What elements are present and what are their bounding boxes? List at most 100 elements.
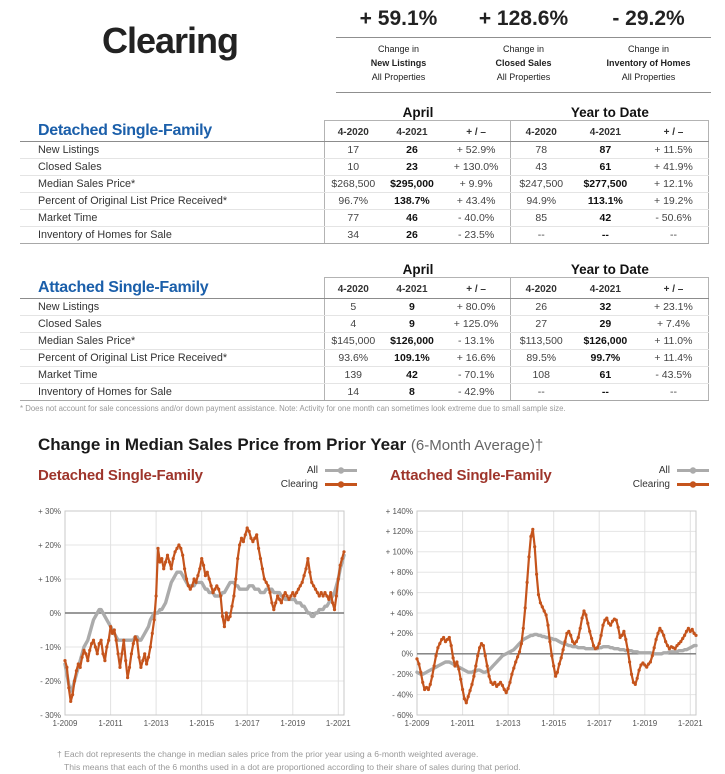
table-cell: + 80.0%: [456, 300, 496, 313]
table-row: Inventory of Homes for Sale 14 8 - 42.9%…: [20, 383, 709, 401]
table-cell: 26: [406, 143, 418, 156]
report-header: Clearing + 59.1% + 128.6% - 29.2% Change…: [0, 0, 725, 93]
summary-stat-labels: Change in New Listings All Properties Ch…: [336, 37, 711, 93]
table-cell: 14: [324, 383, 381, 400]
table-cell: 4: [324, 315, 381, 332]
table-cell: 89.5%: [509, 349, 572, 366]
table-cell: $295,000: [390, 177, 434, 190]
table-cell: 99.7%: [590, 351, 621, 364]
svg-text:+ 60%: + 60%: [390, 588, 413, 597]
stat-value-closed-sales: + 128.6%: [478, 7, 569, 30]
col-header: + / –: [442, 119, 510, 141]
col-header: 4-2021: [571, 276, 639, 298]
group-header-ytd: Year to Date: [570, 261, 649, 277]
table-cell: 42: [599, 211, 612, 224]
legend-item-clearing: Clearing: [281, 479, 358, 490]
table-group-header-row: April Year to Date: [20, 258, 709, 277]
table-cell: 138.7%: [394, 194, 430, 207]
table-cell: 61: [599, 160, 612, 173]
table-attached-single-family: April Year to Date Attached Single-Famil…: [20, 258, 709, 401]
svg-text:+ 80%: + 80%: [390, 568, 413, 577]
svg-text:+ 10%: + 10%: [38, 575, 61, 584]
svg-text:+ 20%: + 20%: [390, 629, 413, 638]
row-label: Inventory of Homes for Sale: [38, 228, 172, 241]
stat-metric-name: Inventory of Homes: [606, 57, 691, 68]
table-body: New Listings 5 9 + 80.0% 26 32 + 23.1% C…: [20, 298, 709, 401]
table-cell: 78: [509, 141, 572, 158]
table-cell: - 43.5%: [639, 366, 709, 383]
table-cell: + 11.4%: [639, 349, 709, 366]
svg-text:1-2013: 1-2013: [496, 719, 521, 728]
charts-section-title: Change in Median Sales Price from Prior …: [38, 435, 705, 455]
table-row: Market Time 77 46 - 40.0% 85 42 - 50.6%: [20, 209, 709, 227]
legend-item-clearing: Clearing: [633, 479, 710, 490]
row-label: Percent of Original List Price Received*: [38, 194, 228, 207]
row-label: New Listings: [38, 300, 100, 313]
table-cell: + 11.0%: [639, 332, 709, 349]
table-cell: --: [639, 383, 709, 400]
table-cell: 26: [509, 298, 572, 315]
table-footnote: * Does not account for sale concessions …: [20, 403, 566, 413]
row-label: Inventory of Homes for Sale: [38, 385, 172, 398]
row-label: Median Sales Price*: [38, 334, 136, 347]
row-label: Median Sales Price*: [38, 177, 136, 190]
table-cell: --: [509, 383, 572, 400]
line-chart-svg: + 140% + 120% + 100% + 80% + 60% + 40% + 20% 0%…: [386, 507, 704, 728]
svg-text:- 10%: - 10%: [40, 643, 61, 652]
svg-text:1-2015: 1-2015: [189, 719, 214, 728]
col-header: 4-2021: [381, 276, 443, 298]
table-cell: 93.6%: [324, 349, 381, 366]
table-row: Percent of Original List Price Received*…: [20, 192, 709, 210]
table-cell: + 7.4%: [639, 315, 709, 332]
col-header: 4-2020: [509, 276, 572, 298]
legend-item-all: All: [659, 465, 710, 476]
col-header: + / –: [638, 276, 709, 298]
stat-value-inventory: - 29.2%: [612, 7, 685, 30]
col-header: 4-2021: [381, 119, 443, 141]
table-group-header-row: April Year to Date: [20, 101, 709, 120]
table-cell: + 125.0%: [453, 317, 499, 330]
table-cell: --: [639, 226, 709, 243]
table-cell: --: [509, 226, 572, 243]
chart-head: Attached Single-Family All Clearing: [368, 461, 720, 505]
table-cell: 8: [409, 385, 415, 398]
svg-text:- 20%: - 20%: [392, 670, 413, 679]
table-cell: $277,500: [583, 177, 628, 190]
stat-caption: Change in: [627, 44, 670, 54]
table-cell: $126,000: [583, 334, 628, 347]
summary-stat-values: + 59.1% + 128.6% - 29.2%: [336, 4, 711, 37]
stat-caption: Change in: [502, 44, 545, 54]
legend-label: All: [306, 464, 318, 476]
chart-detached: Detached Single-Family All Clearing + 30…: [16, 461, 368, 740]
charts-section-subtitle: (6-Month Average)†: [410, 436, 544, 454]
line-chart-svg: + 30% + 20% + 10% 0% - 10% - 20% - 30%1-2009 1-…: [38, 507, 351, 728]
line-chart-attached: + 140% + 120% + 100% + 80% + 60% + 40% + 20% 0%…: [370, 505, 720, 740]
stat-label-closed-sales: Change in Closed Sales All Properties: [461, 43, 586, 85]
table-cell: + 52.9%: [456, 143, 496, 156]
chart-title: Detached Single-Family: [38, 466, 203, 484]
table-cell: 96.7%: [324, 192, 381, 209]
svg-text:- 30%: - 30%: [40, 711, 61, 720]
table-row: New Listings 17 26 + 52.9% 78 87 + 11.5%: [20, 141, 709, 159]
stat-scope: All Properties: [621, 71, 676, 82]
svg-text:- 60%: - 60%: [392, 711, 413, 720]
svg-text:1-2009: 1-2009: [53, 719, 78, 728]
svg-text:1-2011: 1-2011: [450, 719, 475, 728]
group-header-april: April: [402, 104, 434, 120]
table-cell: 17: [324, 141, 381, 158]
table-cell: 87: [599, 143, 612, 156]
col-header: 4-2020: [509, 119, 572, 141]
table-cell: 10: [324, 158, 381, 175]
table-cell: 42: [406, 368, 418, 381]
table-cell: $126,000: [390, 334, 434, 347]
svg-text:0%: 0%: [49, 609, 61, 618]
table-title: Detached Single-Family: [38, 121, 212, 139]
stat-label-inventory: Change in Inventory of Homes All Propert…: [586, 43, 711, 85]
table-cell: 27: [509, 315, 572, 332]
table-cell: 108: [509, 366, 572, 383]
stat-metric-name: New Listings: [370, 57, 427, 68]
line-chart-detached: + 30% + 20% + 10% 0% - 10% - 20% - 30% 1-2009 1-…: [18, 505, 368, 740]
table-cell: 46: [406, 211, 418, 224]
table-cell: - 23.5%: [458, 228, 495, 241]
table-subheader-row: Attached Single-Family 4-2020 4-2021 + /…: [20, 276, 709, 299]
